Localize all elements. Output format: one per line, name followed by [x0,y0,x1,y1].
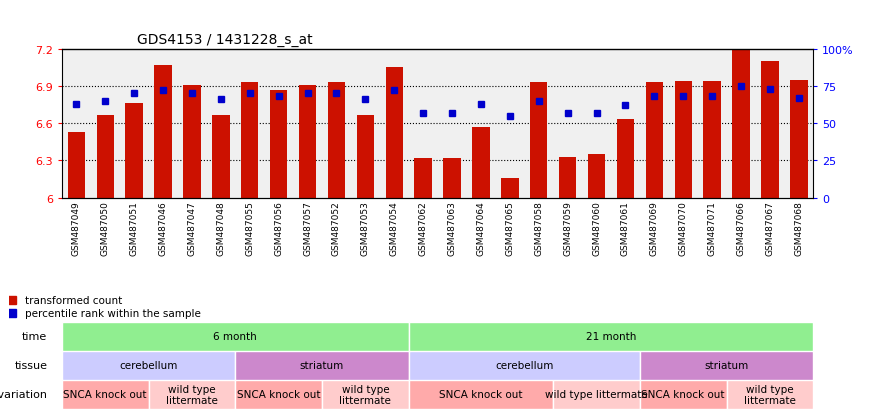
Bar [559,157,576,198]
Text: wild type
littermate: wild type littermate [339,384,392,405]
Text: wild type
littermate: wild type littermate [744,384,796,405]
Bar [62,351,235,380]
Bar [270,90,287,198]
Text: striatum: striatum [300,361,344,370]
Bar [408,380,553,409]
Text: SNCA knock out: SNCA knock out [642,389,725,399]
Text: 6 month: 6 month [213,332,257,342]
Bar [415,159,431,198]
Bar [183,85,201,198]
Text: tissue: tissue [14,361,48,370]
Bar [530,83,547,198]
Bar [617,120,634,198]
Text: cerebellum: cerebellum [495,361,553,370]
Text: percentile rank within the sample: percentile rank within the sample [25,308,201,318]
Bar [640,380,727,409]
Bar [385,68,403,198]
Text: wild type littermate: wild type littermate [545,389,648,399]
Bar [62,322,408,351]
Bar [149,380,235,409]
Bar [645,83,663,198]
Bar [62,380,149,409]
Bar [235,380,322,409]
Text: 21 month: 21 month [586,332,636,342]
Bar [761,62,779,198]
Bar [674,82,692,198]
Bar [212,115,230,198]
Text: SNCA knock out: SNCA knock out [237,389,320,399]
Bar [472,128,490,198]
Bar [408,322,813,351]
Text: cerebellum: cerebellum [119,361,178,370]
Text: SNCA knock out: SNCA knock out [64,389,147,399]
Bar [640,351,813,380]
Bar [241,83,258,198]
Text: GDS4153 / 1431228_s_at: GDS4153 / 1431228_s_at [137,33,313,47]
Bar [704,82,720,198]
Bar [408,351,640,380]
Text: wild type
littermate: wild type littermate [166,384,217,405]
Text: genotype/variation: genotype/variation [0,389,48,399]
Text: time: time [22,332,48,342]
Text: striatum: striatum [705,361,749,370]
Bar [235,351,408,380]
Bar [68,133,85,198]
Bar [96,115,114,198]
Bar [356,115,374,198]
Bar [155,66,171,198]
Bar [126,104,143,198]
Bar [790,81,807,198]
Bar [322,380,408,409]
Bar [732,51,750,198]
Bar [299,85,316,198]
Bar [501,178,519,198]
Bar [727,380,813,409]
Text: SNCA knock out: SNCA knock out [439,389,522,399]
Bar [553,380,640,409]
Bar [588,155,606,198]
Text: transformed count: transformed count [25,296,122,306]
Bar [444,159,461,198]
Bar [328,83,345,198]
